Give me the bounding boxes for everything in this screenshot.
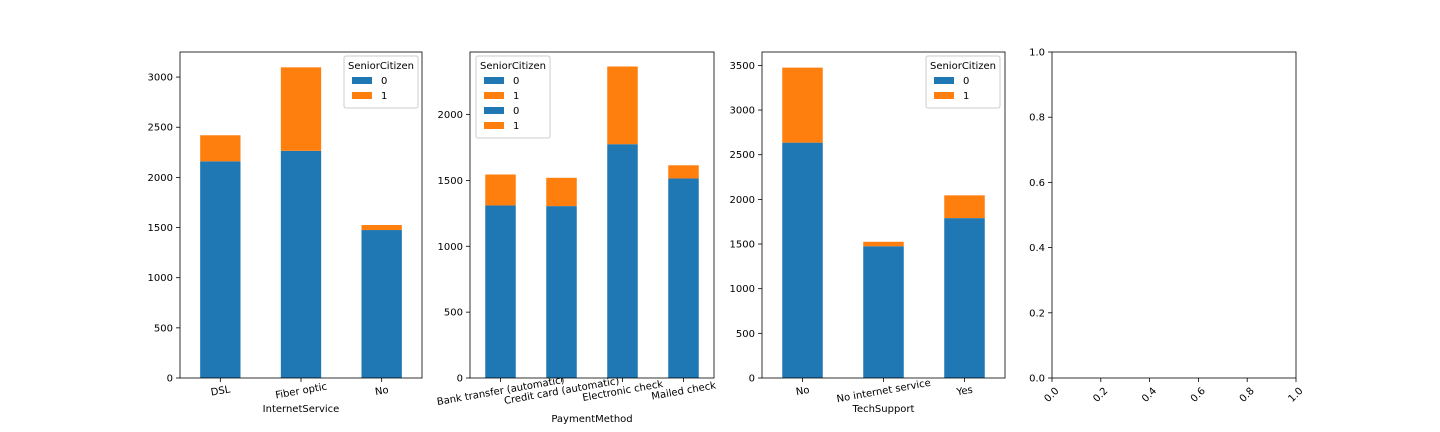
axes-frame [761, 51, 1006, 379]
y-tick-label: 1500 [730, 240, 755, 251]
y-tick-label: 2000 [438, 110, 463, 121]
chart-2: Bank transfer (automatic)Credit card (au… [436, 51, 717, 425]
x-tick-label: Yes [955, 385, 974, 399]
legend-swatch [352, 77, 372, 84]
legend-box [475, 55, 551, 139]
legend-swatch [484, 92, 504, 99]
y-tick-label: 2000 [148, 173, 173, 184]
bar-1-1-s0 [200, 161, 241, 378]
x-axis-label: InternetService [263, 404, 340, 415]
bar-1-2-s1 [280, 67, 322, 151]
legend-label: 1 [513, 121, 519, 132]
bar-2-4-s0 [668, 178, 699, 378]
bar-3-1-s0 [782, 142, 823, 378]
y-tick-label: 2500 [730, 150, 755, 161]
bar-2-3-s1 [607, 66, 638, 145]
x-tick-label: 0.8 [1238, 386, 1257, 405]
x-tick-label: 0.4 [1140, 386, 1159, 405]
y-tick-label: 500 [154, 323, 173, 334]
x-tick-label: No [795, 385, 810, 398]
y-tick-label: 0 [167, 374, 173, 385]
legend-label: 0 [513, 106, 519, 117]
legend-label: 1 [963, 91, 969, 102]
bar-3-3-s0 [944, 218, 985, 378]
y-tick-label: 500 [736, 329, 755, 340]
chart-4: 0.0 0.2 0.4 0.6 0.8 1.0 0.0 0.2 0.4 0.6 0.8 1.0 [1029, 48, 1305, 405]
bar-3-2-s1 [863, 241, 904, 247]
y-tick-label: 1000 [730, 284, 755, 295]
y-tick-label: 500 [444, 308, 463, 319]
y-tick-label: 0.4 [1029, 243, 1045, 254]
legend-title: SeniorCitizen [348, 61, 414, 72]
x-tick-label: 1.0 [1287, 386, 1306, 405]
legend-swatch [484, 77, 504, 84]
chart-3: No No internet service Yes0500100015002000… [730, 51, 1006, 415]
legend-label: 1 [381, 91, 387, 102]
bar-1-1-s1 [200, 135, 241, 162]
bar-1-3-s0 [361, 230, 402, 378]
x-tick-label: DSL [210, 384, 232, 398]
bar-2-3-s0 [607, 144, 638, 378]
legend-title: SeniorCitizen [930, 61, 996, 72]
y-tick-label: 1000 [438, 242, 463, 253]
legend-label: 0 [513, 76, 519, 87]
y-tick-label: 3500 [730, 61, 755, 72]
x-tick-label: 0.2 [1091, 386, 1110, 405]
x-tick-label: No [374, 385, 389, 398]
x-axis-label: TechSupport [852, 404, 915, 415]
y-tick-label: 0 [457, 374, 463, 385]
axes-frame [179, 51, 423, 379]
bar-2-1-s1 [485, 174, 516, 206]
chart-1: DSL Fiber optic No 0 500 1000 1500 2000 2500 3000… [148, 51, 423, 415]
y-tick-label: 1500 [148, 223, 173, 234]
y-tick-label: 0.6 [1029, 178, 1045, 189]
y-tick-label: 2000 [730, 195, 755, 206]
legend-swatch [484, 107, 504, 114]
legend-swatch [352, 92, 372, 99]
legend-label: 0 [963, 76, 969, 87]
y-tick-label: 1500 [438, 176, 463, 187]
x-tick-label: 0.6 [1189, 386, 1208, 405]
legend-swatch [934, 92, 954, 99]
bar-2-2-s0 [546, 206, 577, 378]
x-axis-label: PaymentMethod [551, 414, 632, 425]
legend-swatch [934, 77, 954, 84]
y-tick-label: 3000 [730, 106, 755, 117]
legend: SeniorCitizen 0 1 [925, 55, 1001, 109]
y-tick-label: 0.0 [1029, 374, 1045, 385]
legend-label: 1 [513, 91, 519, 102]
bar-2-1-s0 [485, 205, 516, 378]
x-tick-label: 0.0 [1043, 386, 1062, 405]
x-tick-label: Fiber optic [275, 382, 328, 402]
bar-3-1-s1 [782, 67, 823, 143]
bar-1-2-s0 [280, 150, 322, 378]
legend-swatch [484, 122, 504, 129]
bar-3-2-s0 [863, 246, 904, 378]
y-tick-label: 1000 [148, 273, 173, 284]
bar-2-4-s1 [668, 165, 699, 179]
bar-3-3-s1 [944, 195, 985, 219]
legend-label: 0 [381, 76, 387, 87]
y-tick-label: 0.8 [1029, 113, 1045, 124]
y-tick-label: 0 [749, 374, 755, 385]
bar-1-3-s1 [361, 225, 402, 231]
y-tick-label: 0.2 [1029, 308, 1045, 319]
legend: SeniorCitizen 0 1 [343, 55, 419, 109]
axes-frame [469, 51, 715, 379]
bar-2-2-s1 [546, 177, 577, 207]
axes-frame [1051, 51, 1297, 379]
y-tick-label: 3000 [148, 73, 173, 84]
y-tick-label: 1.0 [1029, 48, 1045, 59]
y-tick-label: 2500 [148, 123, 173, 134]
legend-title: SeniorCitizen [480, 61, 546, 72]
legend: SeniorCitizen 0 1 0 1 [475, 55, 551, 139]
